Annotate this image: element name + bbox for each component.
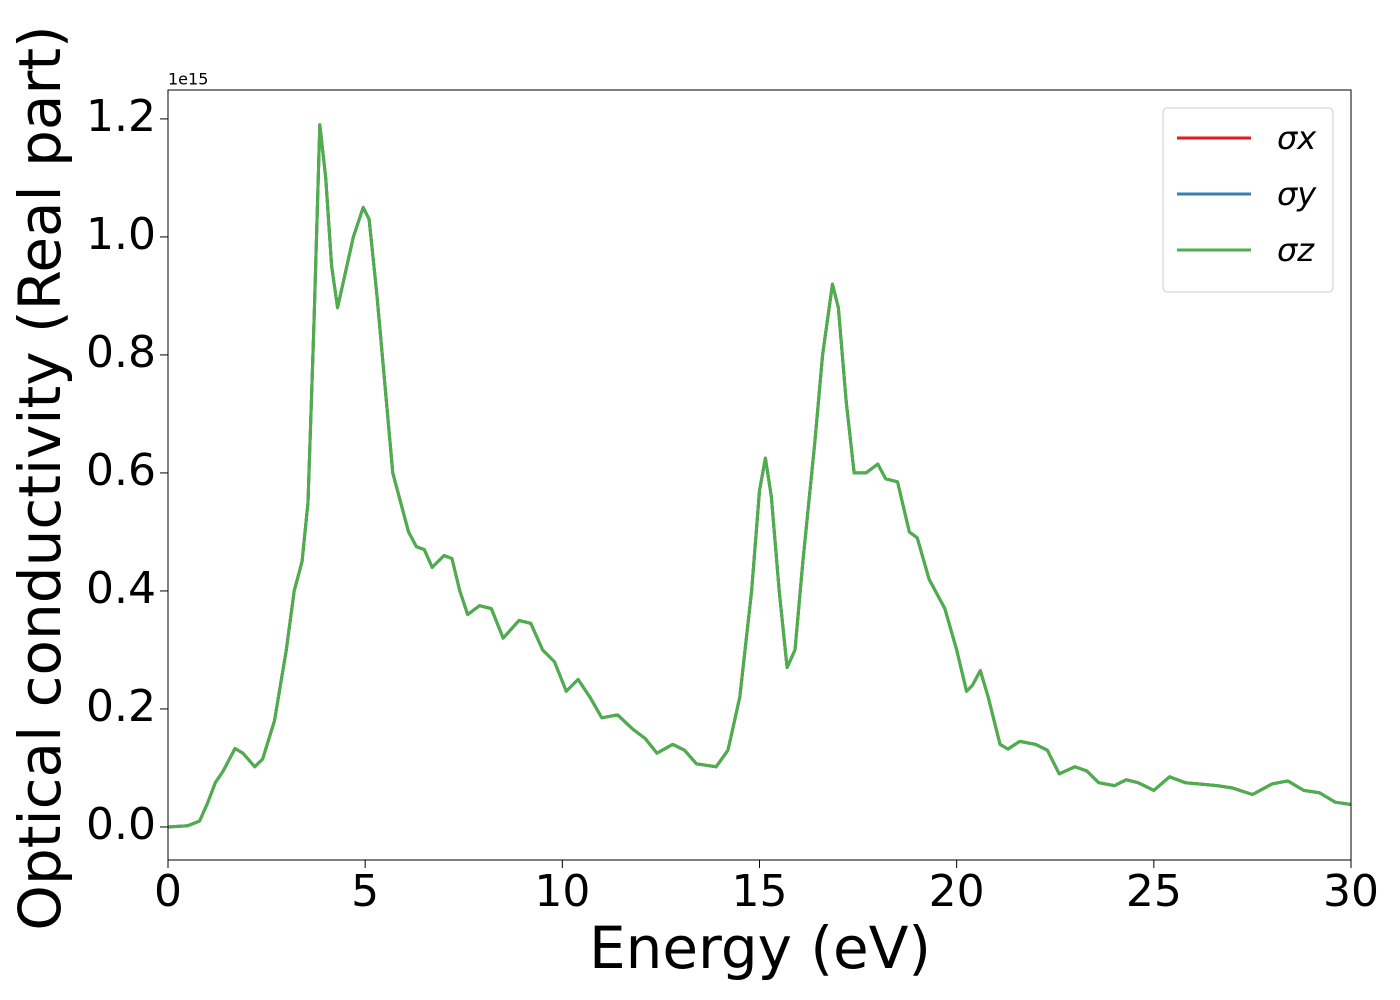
y-tick-label: 0.2 bbox=[86, 681, 156, 732]
legend-label: σy bbox=[1277, 175, 1317, 213]
offset-text: 1e15 bbox=[168, 70, 208, 89]
plot-frame bbox=[167, 89, 1352, 861]
y-axis-label: Optical conductivity (Real part) bbox=[6, 25, 74, 930]
x-tick-label: 5 bbox=[351, 866, 379, 917]
y-tick-label: 0.4 bbox=[86, 563, 156, 614]
x-tick-label: 0 bbox=[154, 866, 182, 917]
x-tick-label: 25 bbox=[1126, 866, 1182, 917]
series-line bbox=[167, 123, 1352, 829]
y-tick-label: 1.2 bbox=[86, 91, 156, 142]
y-tick-label: 0.0 bbox=[86, 799, 156, 850]
y-tick-label: 0.8 bbox=[86, 327, 156, 378]
legend-box bbox=[1162, 107, 1334, 293]
legend-label: σz bbox=[1277, 231, 1315, 269]
x-tick-label: 30 bbox=[1323, 866, 1379, 917]
x-tick-label: 15 bbox=[732, 866, 788, 917]
x-axis-label: Energy (eV) bbox=[589, 914, 931, 982]
x-tick-label: 20 bbox=[929, 866, 985, 917]
y-tick-label: 1.0 bbox=[86, 209, 156, 260]
x-tick-label: 10 bbox=[534, 866, 590, 917]
y-tick-label: 0.6 bbox=[86, 445, 156, 496]
legend-label: σx bbox=[1277, 119, 1317, 157]
